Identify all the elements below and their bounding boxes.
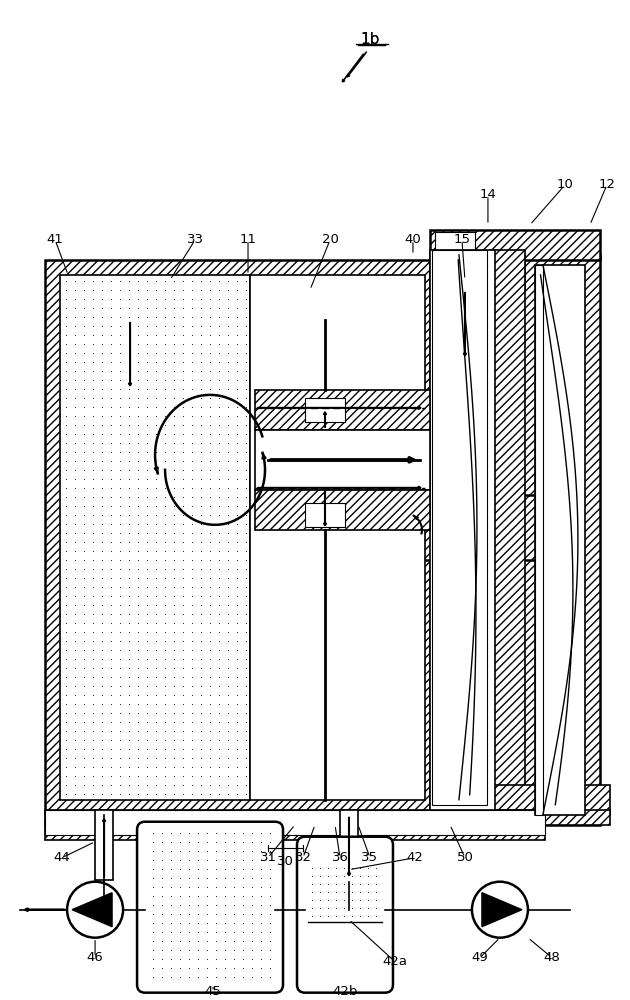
Bar <box>490 250 525 815</box>
Bar <box>340 810 358 880</box>
Text: 14: 14 <box>479 188 496 201</box>
Text: 40: 40 <box>404 233 421 246</box>
Polygon shape <box>72 893 112 927</box>
Bar <box>430 230 600 260</box>
Text: 36: 36 <box>331 851 348 864</box>
Bar <box>255 390 430 430</box>
Circle shape <box>472 882 528 938</box>
FancyBboxPatch shape <box>297 837 393 993</box>
Bar <box>432 250 487 805</box>
Bar <box>255 430 430 490</box>
Bar <box>195 495 565 560</box>
Text: 42: 42 <box>406 851 423 864</box>
Bar <box>45 810 545 825</box>
Bar <box>435 232 475 250</box>
Circle shape <box>67 882 123 938</box>
Bar <box>490 785 610 815</box>
Text: 42b: 42b <box>332 985 358 998</box>
Text: 35: 35 <box>362 851 379 864</box>
Text: 45: 45 <box>205 985 222 998</box>
Text: 41: 41 <box>47 233 64 246</box>
Bar <box>95 810 113 880</box>
Bar <box>45 820 545 840</box>
Text: 46: 46 <box>87 951 103 964</box>
Bar <box>255 490 430 530</box>
Bar <box>535 265 543 815</box>
Text: 48: 48 <box>544 951 560 964</box>
Polygon shape <box>482 893 522 927</box>
Bar <box>490 810 610 825</box>
Bar <box>45 260 430 815</box>
FancyBboxPatch shape <box>137 822 283 993</box>
Text: 30: 30 <box>277 855 294 868</box>
Text: 50: 50 <box>457 851 473 864</box>
Bar <box>430 250 495 810</box>
Text: 32: 32 <box>294 851 311 864</box>
Bar <box>305 398 345 422</box>
Text: 49: 49 <box>472 951 488 964</box>
Text: 31: 31 <box>260 851 277 864</box>
Text: 10: 10 <box>556 178 573 191</box>
Text: 15: 15 <box>454 233 471 246</box>
Text: 33: 33 <box>186 233 203 246</box>
Text: 1b: 1b <box>360 32 380 47</box>
Bar <box>535 265 585 815</box>
Text: 20: 20 <box>321 233 338 246</box>
Bar <box>430 255 525 290</box>
Text: 44: 44 <box>54 851 71 864</box>
Bar <box>520 255 600 825</box>
Bar <box>250 275 425 800</box>
Bar <box>45 810 545 835</box>
Text: 1b: 1b <box>360 32 380 47</box>
Text: 11: 11 <box>239 233 256 246</box>
Bar <box>305 503 345 527</box>
Text: 42a: 42a <box>382 955 408 968</box>
Text: 12: 12 <box>598 178 616 191</box>
Bar <box>60 275 250 800</box>
Bar <box>440 260 470 280</box>
